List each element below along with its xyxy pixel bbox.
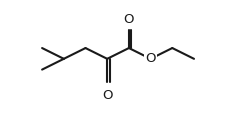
Text: O: O — [145, 52, 156, 65]
Text: O: O — [124, 13, 134, 26]
Text: O: O — [102, 89, 113, 102]
